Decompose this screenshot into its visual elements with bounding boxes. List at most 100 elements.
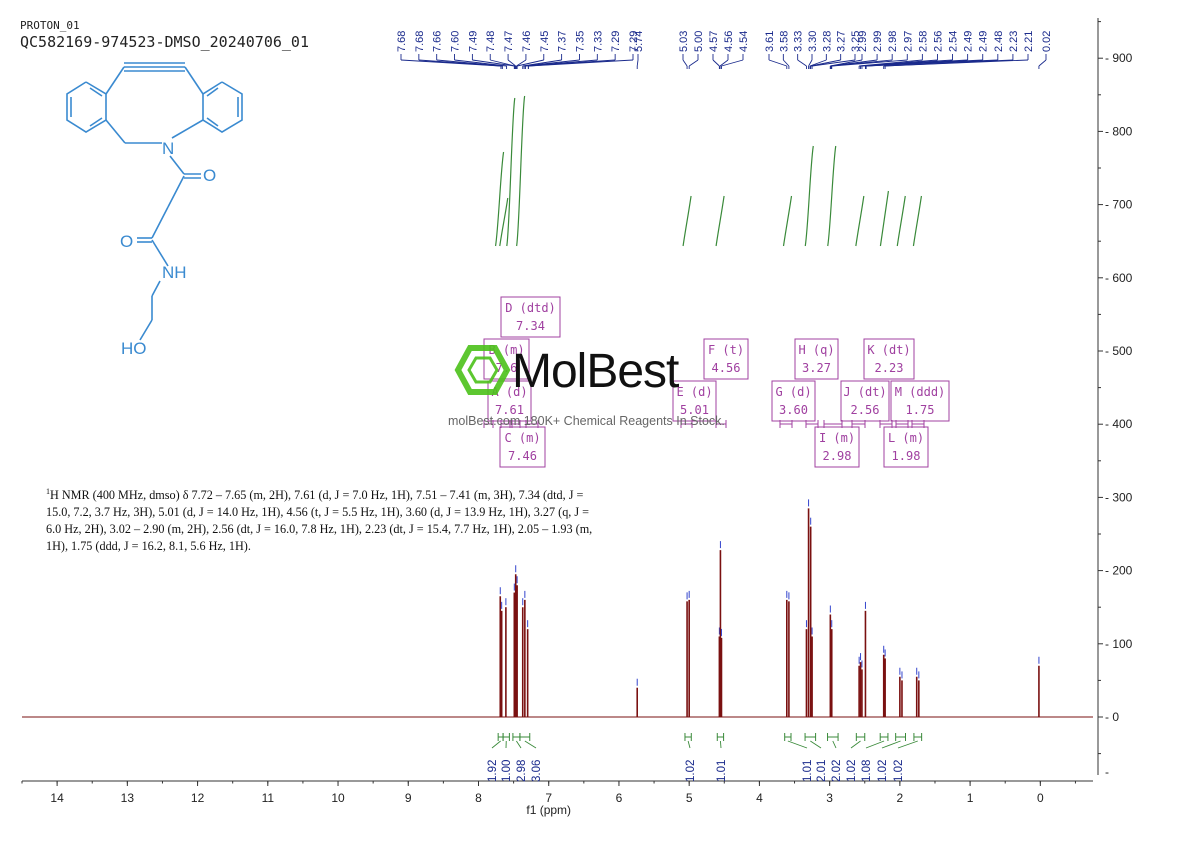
integral-value: 3.06 <box>531 760 543 782</box>
multiplet-shift: 7.34 <box>516 319 545 333</box>
multiplet-box <box>672 380 717 422</box>
peak-label-leader <box>831 59 908 67</box>
x-tick-label: 11 <box>262 791 275 805</box>
peak-label-group: 7.68 7.68 7.66 7.60 7.49 7.48 7.47 7.46 7.45 7.37… <box>396 31 1053 69</box>
multiplet-shift: 2.23 <box>875 361 904 375</box>
peak-label: 7.37 <box>557 31 569 52</box>
peak-label-leader <box>783 59 790 67</box>
peak-label-leader <box>682 59 688 67</box>
peak-label-leader <box>797 59 807 67</box>
watermark-name: MolBest <box>512 345 679 398</box>
peak-label-leader <box>808 59 813 67</box>
peak-label-leader <box>812 59 856 67</box>
y-tick-label: - 300 <box>1105 490 1133 504</box>
peak-label-leader <box>528 59 634 67</box>
x-axis-title: f1 (ppm) <box>526 803 571 817</box>
sample-id-label: QC582169-974523-DMSO_20240706_01 <box>20 33 309 51</box>
multiplet-box <box>814 426 860 468</box>
integral-curve <box>782 195 793 247</box>
experiment-label: PROTON_01 <box>20 19 80 32</box>
x-tick-label: 8 <box>475 791 482 805</box>
integral-curve <box>506 97 516 247</box>
peak-label-leader <box>719 59 729 67</box>
integral-leader <box>897 740 918 749</box>
integral-value: 1.02 <box>685 760 697 782</box>
integral-value: 1.00 <box>501 760 513 782</box>
peak-label: 3.25 <box>850 31 862 52</box>
peak-label-leader <box>688 59 699 67</box>
peak-label: 2.48 <box>993 31 1005 52</box>
multiplet-label: G (d) <box>775 385 811 399</box>
multiplet-box-group: D (dtd)7.34B (m)7.6A (d)7.61C (m)7.46F (… <box>483 296 950 468</box>
peak-label-leader <box>721 59 744 67</box>
multiplet-shift: 2.98 <box>823 449 852 463</box>
nmr-summary-text: 1H NMR (400 MHz, dmso) δ 7.72 – 7.65 (m,… <box>46 483 606 555</box>
peak-label: 7.68 <box>396 31 408 52</box>
integral-leader <box>524 740 537 749</box>
peak-label: 5.03 <box>678 31 690 52</box>
peak-label: 3.30 <box>807 31 819 52</box>
integral-value: 1.01 <box>802 760 814 782</box>
peak-label: 2.58 <box>917 31 929 52</box>
peak-label: 7.48 <box>485 31 497 52</box>
integral-curve <box>879 190 890 247</box>
atom-label-n: N <box>162 139 174 158</box>
multiplet-box <box>703 338 749 380</box>
atom-label-o: O <box>120 232 133 251</box>
peak-label-leader <box>866 59 998 67</box>
y-tick-label: - 0 <box>1105 710 1119 724</box>
multiplet-label: F (t) <box>708 343 744 357</box>
peak-label: 7.66 <box>432 31 444 52</box>
x-tick-label: 4 <box>756 791 763 805</box>
multiplet-label: D (dtd) <box>505 301 556 315</box>
peak-label: 7.68 <box>414 31 426 52</box>
integral-curve <box>912 195 923 247</box>
x-tick-label: 10 <box>331 791 345 805</box>
integral-value: 2.02 <box>831 760 843 782</box>
peak-label: 2.23 <box>1008 31 1020 52</box>
x-tick-label: 14 <box>50 791 64 805</box>
peak-label-leader <box>1038 59 1047 67</box>
integral-curve <box>827 145 837 247</box>
multiplet-box <box>499 426 546 468</box>
integral-value: 1.02 <box>893 760 905 782</box>
x-tick-label: 13 <box>121 791 135 805</box>
peak-label-leader <box>436 59 503 67</box>
peak-label: 7.35 <box>574 31 586 52</box>
peak-label-leader <box>810 59 841 67</box>
integral-leader <box>687 740 691 749</box>
spectrum-trace <box>22 499 1093 718</box>
peak-label-leader <box>490 59 516 67</box>
x-tick-label: 2 <box>897 791 904 805</box>
multiplet-label: M (ddd) <box>895 385 946 399</box>
integral-curve <box>494 151 505 247</box>
peak-label: 2.54 <box>948 31 960 52</box>
y-tick-label: - 700 <box>1105 198 1133 212</box>
integral-bar-group: 1.92 1.00 2.98 3.06 1.02 1.01 1.01 2.01 2.02 1.02… <box>487 733 923 782</box>
peak-label: 7.29 <box>628 31 640 52</box>
integral-leader <box>719 740 722 749</box>
integral-curve <box>896 195 906 247</box>
peak-label: 2.56 <box>932 31 944 52</box>
multiplet-label: C (m) <box>504 431 540 445</box>
peak-label-leader <box>768 59 787 67</box>
peak-label: 5.74 <box>633 31 645 52</box>
summary-body: H NMR (400 MHz, dmso) δ 7.72 – 7.65 (m, … <box>46 488 593 554</box>
peak-label: 3.58 <box>778 31 790 52</box>
peak-label: 7.45 <box>539 31 551 52</box>
y-tick-label: - 500 <box>1105 344 1133 358</box>
integral-value: 1.92 <box>487 760 499 782</box>
integral-curve-group <box>494 95 923 247</box>
integral-leader <box>850 740 861 749</box>
integral-leader <box>865 740 885 749</box>
y-tick-label: - <box>1105 765 1109 779</box>
x-tick-label: 12 <box>191 791 205 805</box>
molecule-structure <box>66 62 243 341</box>
molecule-atom-labels: N O O NH HO <box>120 139 216 358</box>
peak-label: 2.98 <box>887 31 899 52</box>
y-tick-label: - 400 <box>1105 417 1133 431</box>
integral-value: 1.02 <box>846 760 858 782</box>
y-tick-label: - 900 <box>1105 51 1133 65</box>
peak-label-leader <box>516 59 527 67</box>
